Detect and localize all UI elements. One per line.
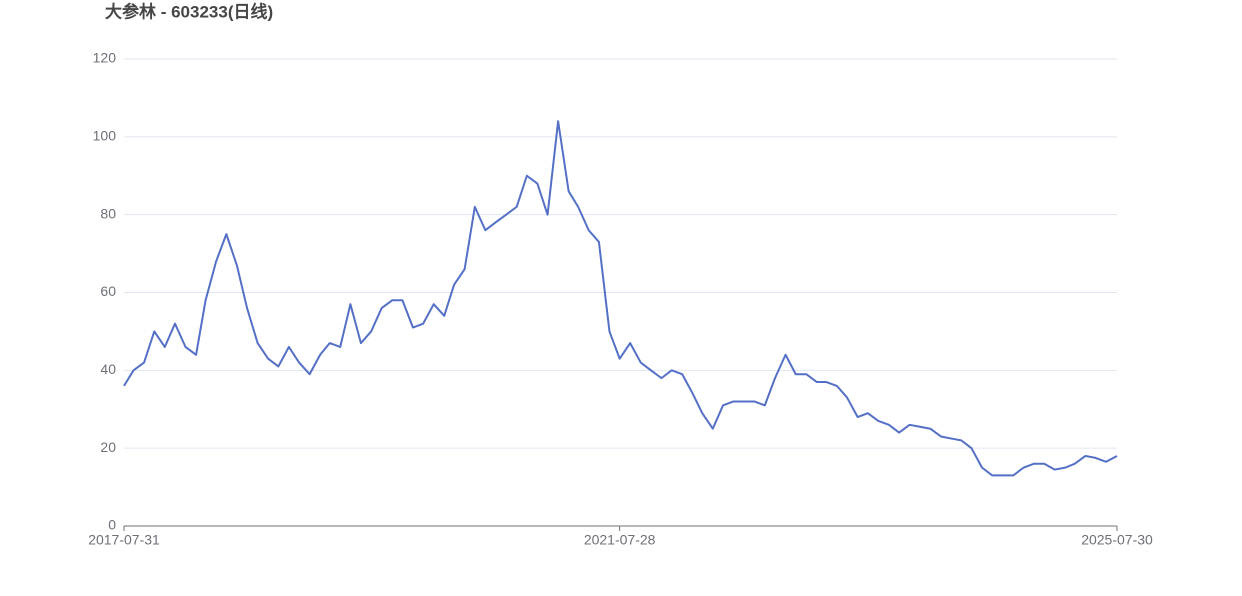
y-tick-label: 0	[108, 517, 116, 533]
y-tick-label: 60	[100, 283, 116, 299]
x-tick-label: 2021-07-28	[584, 532, 656, 548]
y-tick-label: 120	[93, 50, 117, 66]
chart-title: 大参林 - 603233(日线)	[105, 1, 273, 21]
y-tick-label: 80	[100, 205, 116, 221]
y-tick-label: 100	[93, 128, 117, 144]
price-line	[123, 120, 1118, 477]
y-tick-label: 20	[100, 439, 116, 455]
x-tick-label: 2025-07-30	[1081, 532, 1153, 548]
y-tick-label: 40	[100, 361, 116, 377]
x-tick-label: 2017-07-31	[88, 532, 160, 548]
